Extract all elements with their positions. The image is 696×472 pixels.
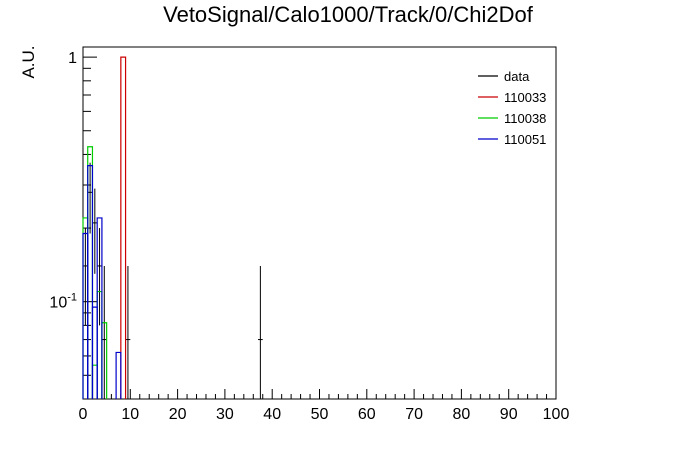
legend-label: data [504,69,530,84]
y-tick-label: 10-1 [49,292,77,312]
x-tick-label: 100 [543,406,570,423]
histogram-bin [87,165,94,399]
x-tick-label: 70 [405,406,423,423]
x-tick-label: 10 [121,406,139,423]
histogram-bin [115,351,122,399]
series-layer [82,56,263,399]
chart-title: VetoSignal/Calo1000/Track/0/Chi2Dof [163,2,534,27]
x-tick-label: 40 [263,406,281,423]
x-tick-label: 60 [358,406,376,423]
x-tick-label: 90 [500,406,518,423]
histogram-bin [120,56,127,399]
series-110033 [120,56,127,399]
y-axis-label: A.U. [19,45,38,78]
x-tick-label: 50 [311,406,329,423]
x-axis: 0 10 20 30 40 50 60 70 80 90 100 [79,389,570,423]
legend-label: 110038 [504,111,546,126]
series-data [83,162,263,399]
series-110051 [82,165,122,399]
x-tick-label: 20 [169,406,187,423]
y-tick-label: 1 [68,50,77,67]
legend: data 110033 110038 110051 [478,69,546,147]
histogram-bin [96,217,103,399]
x-tick-label: 0 [79,406,88,423]
x-tick-label: 30 [216,406,234,423]
plot-frame [82,46,557,400]
histogram-bin [91,306,98,399]
x-tick-label: 80 [453,406,471,423]
legend-label: 110033 [504,90,546,105]
legend-label: 110051 [504,132,546,147]
histogram-bin [91,364,98,399]
